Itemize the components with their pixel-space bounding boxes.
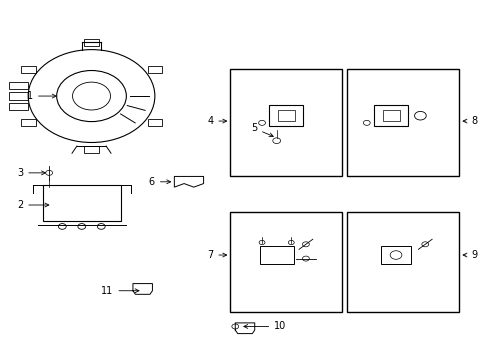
Bar	[347, 69, 460, 176]
Bar	[84, 39, 99, 46]
Bar	[230, 212, 343, 312]
Text: 3: 3	[17, 168, 46, 178]
Text: 4: 4	[207, 116, 227, 126]
Bar	[383, 111, 400, 121]
Text: 8: 8	[463, 116, 478, 126]
Bar	[381, 246, 411, 264]
Bar	[9, 103, 28, 111]
Bar	[374, 105, 408, 126]
Bar	[9, 93, 28, 100]
Text: 5: 5	[251, 123, 273, 137]
Text: 11: 11	[101, 286, 139, 296]
Bar	[147, 119, 162, 126]
Text: 9: 9	[463, 250, 478, 260]
Bar	[9, 82, 28, 89]
Bar	[230, 69, 343, 176]
Text: 1: 1	[27, 91, 56, 101]
Bar	[21, 119, 36, 126]
Text: 6: 6	[149, 177, 171, 187]
Bar	[347, 212, 460, 312]
Bar	[260, 246, 294, 264]
Text: 2: 2	[17, 200, 49, 210]
Bar	[84, 146, 99, 153]
Text: 10: 10	[244, 321, 287, 332]
Bar	[21, 66, 36, 73]
Bar	[147, 66, 162, 73]
Bar	[278, 111, 295, 121]
Polygon shape	[174, 176, 203, 187]
Bar	[270, 105, 303, 126]
Bar	[43, 185, 121, 221]
Text: 7: 7	[207, 250, 227, 260]
